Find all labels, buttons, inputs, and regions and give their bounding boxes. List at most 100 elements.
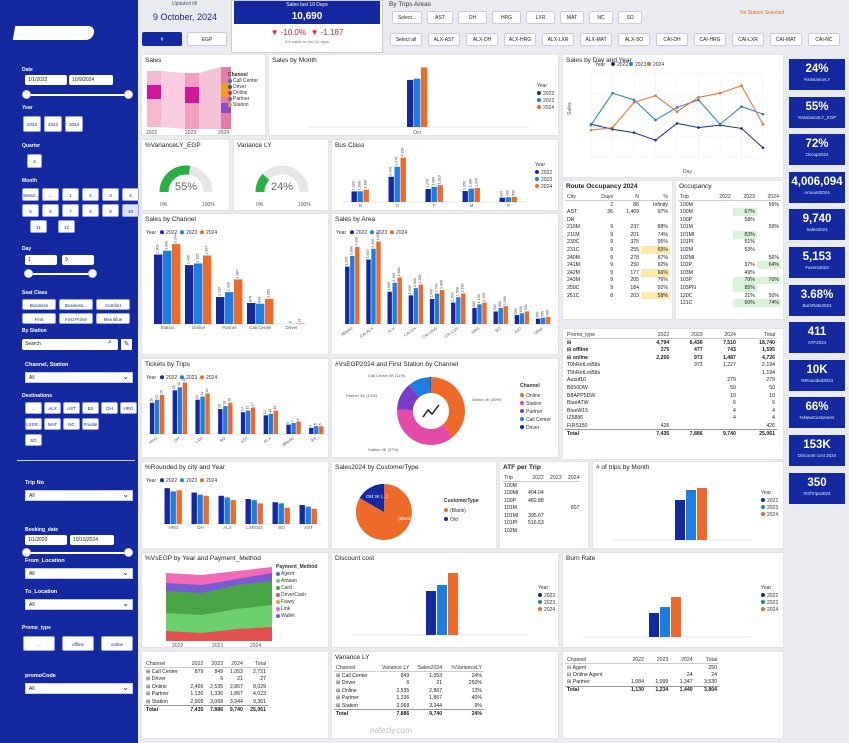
booking-slider-end-handle[interactable] bbox=[124, 548, 133, 557]
bar-2022[interactable] bbox=[154, 254, 163, 324]
table-row[interactable]: 100P 58% bbox=[678, 216, 781, 224]
bar-2024[interactable] bbox=[172, 244, 181, 324]
to-location-dropdown[interactable]: All bbox=[25, 598, 133, 610]
column-header[interactable]: City bbox=[565, 193, 591, 202]
bar-2022[interactable] bbox=[366, 259, 371, 325]
bar-2023[interactable] bbox=[197, 494, 203, 524]
table-row[interactable]: ⊞ Call Center 879 849 1,053 2,721 bbox=[144, 668, 268, 676]
destination-button[interactable]: Private bbox=[82, 418, 99, 430]
bar-2023[interactable] bbox=[224, 497, 230, 524]
table-row[interactable]: ⊞ Driver 6 21 27 bbox=[144, 675, 268, 683]
bar-2023[interactable] bbox=[505, 197, 511, 202]
bar-2024[interactable] bbox=[250, 407, 256, 435]
year-2023-button[interactable]: 2023 bbox=[44, 116, 62, 132]
month-button[interactable]: 4 bbox=[122, 188, 139, 201]
table-row[interactable]: 210M 9 237 88% bbox=[565, 223, 670, 231]
bar-2023[interactable] bbox=[194, 263, 203, 324]
trip-area-button[interactable]: DH bbox=[458, 11, 487, 24]
month-button[interactable]: Select... bbox=[22, 188, 39, 201]
seat-business-more-button[interactable]: Business... bbox=[59, 299, 93, 310]
bar-2022[interactable] bbox=[408, 295, 414, 324]
trip-area-button[interactable]: SO bbox=[618, 11, 642, 24]
bar-2023[interactable] bbox=[357, 191, 363, 202]
column-header[interactable]: Promo_type bbox=[565, 331, 638, 340]
trip-area-route-button[interactable]: ALX-AST bbox=[428, 33, 460, 46]
bar-2022[interactable] bbox=[407, 79, 414, 127]
trip-area-button[interactable]: MAT bbox=[560, 11, 584, 24]
bar-2023[interactable] bbox=[371, 248, 376, 324]
promo-type-blank-button[interactable]: ... bbox=[23, 636, 55, 651]
bar-2023[interactable] bbox=[245, 410, 251, 434]
bar-2023[interactable] bbox=[350, 255, 355, 324]
bar-2022[interactable] bbox=[351, 191, 357, 202]
column-header[interactable]: 2022 bbox=[708, 193, 733, 202]
destination-button[interactable]: SO bbox=[25, 434, 42, 446]
bar[interactable] bbox=[671, 597, 681, 637]
bar-2023[interactable] bbox=[394, 166, 400, 202]
destination-button[interactable]: ... bbox=[25, 402, 42, 414]
bar-2024[interactable] bbox=[376, 241, 381, 324]
bar-2022[interactable] bbox=[388, 176, 394, 202]
bar-2024[interactable] bbox=[228, 402, 233, 434]
table-row[interactable]: 103PN 85% bbox=[678, 284, 781, 292]
bar-2024[interactable] bbox=[257, 503, 263, 524]
bar[interactable] bbox=[697, 488, 707, 540]
month-button[interactable]: 9 bbox=[102, 204, 119, 217]
table-row[interactable]: 251C 8 203 58% bbox=[565, 291, 670, 300]
month-button[interactable]: 7 bbox=[62, 204, 79, 217]
month-button[interactable]: 12 bbox=[58, 220, 75, 233]
bar-2024[interactable] bbox=[234, 279, 243, 324]
donut-slice-Partner[interactable] bbox=[397, 385, 420, 411]
bar-2023[interactable] bbox=[223, 405, 228, 434]
day-slider-start-handle[interactable] bbox=[24, 269, 33, 278]
month-button[interactable]: 1 bbox=[62, 188, 79, 201]
bar-2022[interactable] bbox=[514, 315, 520, 324]
bar-2024[interactable] bbox=[397, 277, 402, 324]
table-row[interactable]: T0hRetLmB8s 973 1,227 2,194 bbox=[565, 361, 777, 369]
month-button[interactable]: ... bbox=[42, 188, 59, 201]
bar-2024[interactable] bbox=[418, 284, 424, 324]
bar-2022[interactable] bbox=[218, 409, 223, 434]
donut-slice-Driver[interactable] bbox=[430, 377, 431, 394]
bar-2023[interactable] bbox=[314, 426, 319, 434]
bar-2024[interactable] bbox=[474, 188, 480, 202]
bar-2023[interactable] bbox=[498, 307, 503, 324]
bar-2024[interactable] bbox=[273, 410, 279, 434]
bar-2024[interactable] bbox=[439, 289, 445, 324]
trip-area-button[interactable]: Select... bbox=[392, 11, 422, 24]
column-header[interactable]: % bbox=[641, 193, 670, 202]
bar-2024[interactable] bbox=[400, 157, 406, 202]
trip-area-route-button[interactable]: CAI-DH bbox=[656, 33, 688, 46]
table-row[interactable]: 100MI 404.04 bbox=[502, 489, 586, 497]
bar-2023[interactable] bbox=[268, 413, 274, 434]
bar-2023[interactable] bbox=[154, 399, 160, 434]
month-button[interactable]: 8 bbox=[82, 204, 99, 217]
seat-comfort-button[interactable]: Comfort bbox=[96, 299, 130, 310]
table-row[interactable]: 101M 607 bbox=[502, 504, 586, 512]
seat-first-button[interactable]: First bbox=[22, 313, 56, 324]
table-row[interactable]: Ausuf10 279 279 bbox=[565, 377, 777, 385]
column-header[interactable]: 2024 bbox=[704, 331, 738, 340]
table-row[interactable]: AST 36 1,469 97% bbox=[565, 208, 670, 216]
bar-2023[interactable] bbox=[251, 500, 257, 524]
trip-area-route-button[interactable]: CAI-MAT bbox=[770, 33, 802, 46]
bar-2022[interactable] bbox=[272, 502, 278, 524]
bar-2023[interactable] bbox=[540, 317, 546, 324]
table-row[interactable]: ⊟ Agent 250 bbox=[565, 664, 719, 672]
bar-2024[interactable] bbox=[205, 393, 210, 434]
bar-2024[interactable] bbox=[461, 293, 466, 324]
table-row[interactable]: ⊞ Call Center 849 1,053 24% bbox=[334, 672, 484, 680]
bar-2024[interactable] bbox=[203, 495, 209, 524]
day-slider-end-handle[interactable] bbox=[88, 269, 97, 278]
column-header[interactable]: Channel bbox=[334, 664, 376, 673]
column-header[interactable]: 2023 bbox=[205, 660, 226, 669]
table-row[interactable]: 100P 482.88 bbox=[502, 497, 586, 505]
table-row[interactable]: 101MI 395.67 bbox=[502, 512, 586, 520]
bar-2024[interactable] bbox=[524, 311, 530, 324]
destination-button[interactable]: ALX bbox=[44, 402, 61, 414]
bar-2023[interactable] bbox=[477, 304, 482, 324]
trip-no-dropdown[interactable]: All bbox=[25, 489, 133, 501]
column-header[interactable]: 2024 bbox=[756, 193, 781, 202]
seat-business-button[interactable]: Business bbox=[22, 299, 56, 310]
table-row[interactable]: 240M 9 278 87% bbox=[565, 254, 670, 262]
